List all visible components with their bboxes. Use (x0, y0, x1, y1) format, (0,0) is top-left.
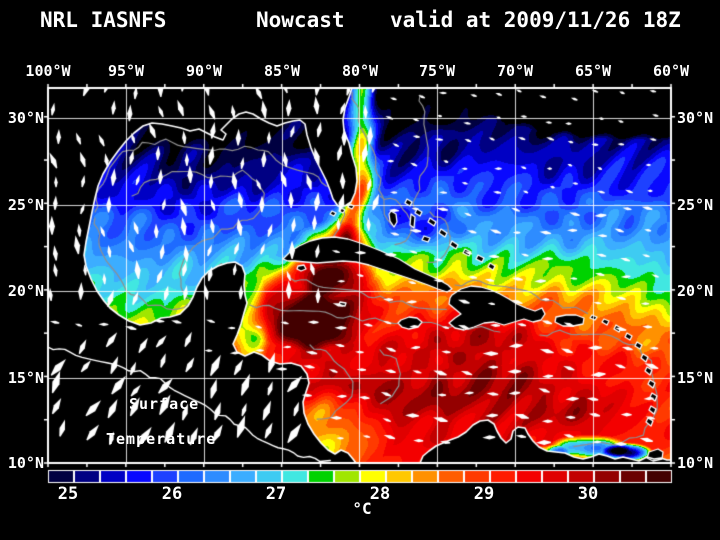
lon-label-75°W: 75°W (418, 62, 456, 80)
lat-label-left-30°N: 30°N (7, 109, 44, 127)
lon-label-85°W: 85°W (263, 62, 301, 80)
lat-label-left-20°N: 20°N (7, 282, 44, 300)
lon-label-90°W: 90°W (185, 62, 223, 80)
lat-label-left-25°N: 25°N (7, 196, 44, 214)
colorbar-tick-30: 30 (577, 484, 599, 504)
colorbar-tick-29: 29 (473, 484, 495, 504)
colorbar-tick-26: 26 (161, 484, 183, 504)
product-type: Nowcast (256, 8, 345, 32)
variable-label-line2: Temperature (106, 430, 217, 448)
lon-label-100°W: 100°W (25, 62, 71, 80)
lon-label-70°W: 70°W (496, 62, 534, 80)
lat-label-right-10°N: 10°N (677, 454, 714, 472)
lat-label-right-30°N: 30°N (677, 109, 714, 127)
lon-label-80°W: 80°W (341, 62, 379, 80)
lon-label-95°W: 95°W (107, 62, 145, 80)
lon-label-65°W: 65°W (574, 62, 612, 80)
model-name: NRL IASNFS (40, 8, 167, 32)
lat-label-right-15°N: 15°N (677, 369, 714, 387)
valid-time: valid at 2009/11/26 18Z (390, 8, 681, 32)
lat-label-right-20°N: 20°N (677, 282, 714, 300)
lon-label-60°W: 60°W (652, 62, 690, 80)
lat-label-left-10°N: 10°N (7, 454, 44, 472)
lat-label-right-25°N: 25°N (677, 196, 714, 214)
colorbar-tick-28: 28 (369, 484, 391, 504)
colorbar-tick-25: 25 (57, 484, 79, 504)
lat-label-left-15°N: 15°N (7, 369, 44, 387)
colorbar-tick-27: 27 (265, 484, 287, 504)
variable-label-line1: Surface (129, 395, 200, 413)
colorbar-unit-label: °C (352, 499, 372, 518)
